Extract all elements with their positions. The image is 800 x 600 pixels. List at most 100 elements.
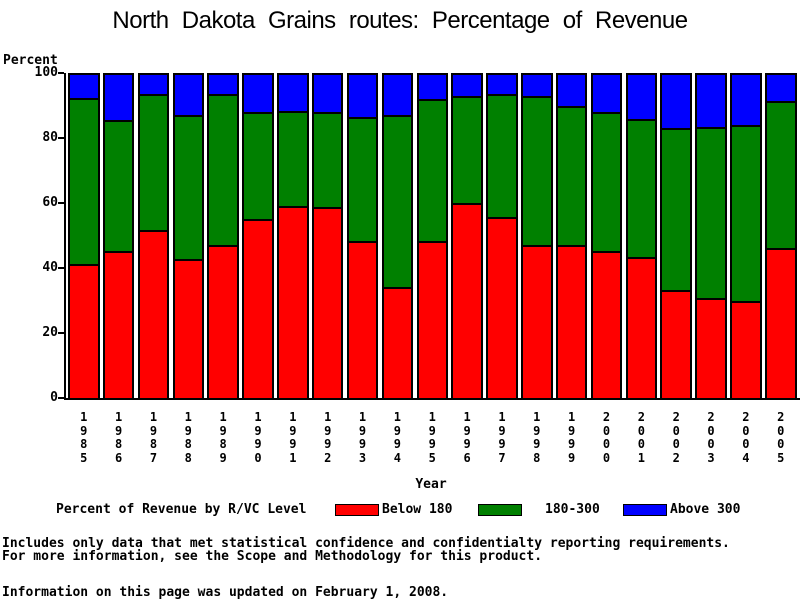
bar-1992 [311,73,344,398]
bar-segment-1993-180-300 [348,116,377,242]
bar-segment-1990-180-300 [244,112,272,219]
bar-segment-1985-180-300 [70,97,98,264]
y-tick-60 [58,202,64,204]
bar-segment-1995-above-300 [418,75,446,100]
y-tick-label-20: 20 [42,325,58,340]
bar-1991 [277,73,309,398]
bar-segment-1994-below-180 [383,286,412,398]
bar-segment-1992-above-300 [313,75,342,113]
legend-swatch-below-180 [335,504,379,516]
bar-2000 [590,73,623,398]
bar-segment-1987-180-300 [139,94,168,231]
bar-segment-1999-below-180 [557,244,586,398]
bar-segment-1989-below-180 [209,244,237,398]
bar-segment-1998-180-300 [523,95,551,245]
bar-segment-2003-above-300 [697,75,725,127]
bar-segment-2005-below-180 [767,247,795,398]
bar-1995 [416,73,448,398]
bar-1998 [521,73,553,398]
bar-segment-2001-above-300 [627,75,656,119]
bar-segment-1990-above-300 [244,75,272,113]
bar-1993 [346,73,379,398]
bar-segment-2003-180-300 [697,126,725,298]
bar-2001 [625,73,658,398]
bar-segment-1997-180-300 [488,94,516,218]
y-tick-20 [58,332,64,334]
bar-segment-1998-below-180 [523,244,551,398]
bar-segment-2000-above-300 [592,75,621,113]
bar-segment-2002-below-180 [662,289,690,398]
bar-segment-1985-below-180 [70,263,98,398]
bar-1988 [172,73,205,398]
bar-segment-2002-180-300 [662,128,690,290]
bar-1986 [102,73,135,398]
y-tick-label-0: 0 [50,390,58,405]
bar-segment-1988-above-300 [174,75,203,116]
y-tick-100 [58,72,64,74]
bar-segment-1986-180-300 [104,120,133,252]
legend-swatch-180-300 [478,504,522,516]
bar-segment-1986-below-180 [104,251,133,398]
bar-segment-1999-above-300 [557,75,586,106]
bar-segment-1990-below-180 [244,218,272,398]
bar-segment-1993-below-180 [348,241,377,398]
bar-segment-1992-below-180 [313,207,342,398]
bar-segment-1997-below-180 [488,217,516,398]
bar-segment-1991-above-300 [279,75,307,111]
y-tick-label-40: 40 [42,260,58,275]
bar-1994 [381,73,414,398]
bar-segment-2004-above-300 [732,75,760,126]
bar-segment-1988-below-180 [174,259,203,398]
bar-segment-1989-180-300 [209,94,237,245]
bar-segment-1996-180-300 [453,95,481,203]
bar-1996 [451,73,483,398]
bar-segment-2005-180-300 [767,100,795,248]
bar-2004 [730,73,762,398]
plot-area: 0 20 40 60 80 100 [35,66,800,405]
y-tick-label-100: 100 [34,65,58,80]
bar-segment-1991-below-180 [279,205,307,398]
footnote-line-1: Includes only data that met statistical … [2,536,730,551]
bar-segment-1985-above-300 [70,75,98,98]
bar-segment-1994-180-300 [383,115,412,287]
bar-segment-2004-below-180 [732,301,760,398]
legend-title: Percent of Revenue by R/VC Level [56,502,307,517]
y-tick-0 [58,397,64,399]
bar-segment-1995-below-180 [418,241,446,398]
legend-label-above-300: Above 300 [670,502,741,517]
bar-segment-1995-180-300 [418,99,446,242]
legend-label-below-180: Below 180 [382,502,453,517]
bar-segment-1998-above-300 [523,75,551,96]
bar-2005 [765,73,797,398]
bar-segment-1997-above-300 [488,75,516,95]
bar-segment-2004-180-300 [732,125,760,302]
bar-segment-2001-180-300 [627,118,656,258]
bar-segment-2005-above-300 [767,75,795,101]
bar-2002 [660,73,692,398]
bar-segment-1993-above-300 [348,75,377,117]
bar-segment-2003-below-180 [697,297,725,398]
bar-segment-2002-above-300 [662,75,690,129]
footnote-line-2: For more information, see the Scope and … [2,549,543,564]
bar-segment-1994-above-300 [383,75,412,116]
y-tick-label-80: 80 [42,130,58,145]
bar-2003 [695,73,727,398]
bar-1990 [242,73,274,398]
bar-segment-1988-180-300 [174,115,203,260]
